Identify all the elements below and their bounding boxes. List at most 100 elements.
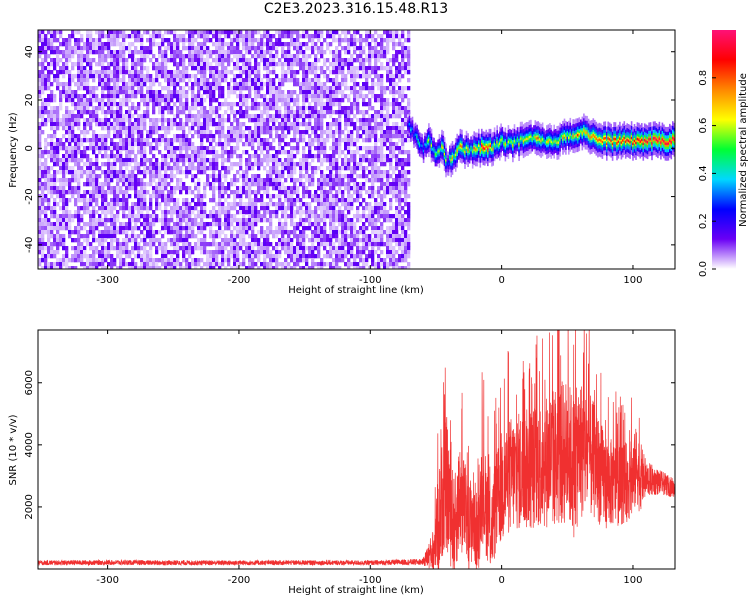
heatmap-cell (224, 142, 228, 147)
heatmap-cell (224, 34, 228, 39)
heatmap-cell (332, 138, 336, 143)
heatmap-cell (119, 246, 123, 251)
heatmap-cell (344, 202, 348, 207)
heatmap-cell (335, 170, 339, 175)
heatmap-cell (185, 262, 189, 267)
heatmap-cell (137, 82, 141, 87)
heatmap-cell (119, 90, 123, 95)
heatmap-cell (329, 42, 333, 47)
heatmap-cell (278, 82, 282, 87)
heatmap-cell (269, 46, 273, 51)
heatmap-cell (272, 258, 276, 263)
heatmap-cell (176, 218, 180, 223)
heatmap-cell (323, 62, 327, 67)
heatmap-cell (209, 210, 213, 215)
heatmap-cell (239, 202, 243, 207)
heatmap-cell (80, 34, 84, 39)
heatmap-cell (311, 166, 315, 171)
heatmap-cell (185, 170, 189, 175)
heatmap-cell (317, 262, 321, 267)
heatmap-cell (62, 90, 66, 95)
heatmap-cell (239, 198, 243, 203)
heatmap-cell (98, 134, 102, 139)
heatmap-cell (362, 66, 366, 71)
heatmap-cell (236, 34, 240, 39)
heatmap-cell (146, 130, 150, 135)
heatmap-cell (218, 230, 222, 235)
heatmap-cell (275, 102, 279, 107)
heatmap-cell (260, 126, 264, 131)
heatmap-cell (155, 118, 159, 123)
heatmap-cell (104, 42, 108, 47)
heatmap-cell (353, 46, 357, 51)
heatmap-cell (263, 186, 267, 191)
heatmap-cell (170, 118, 174, 123)
heatmap-cell (239, 114, 243, 119)
heatmap-cell (182, 234, 186, 239)
heatmap-cell (233, 234, 237, 239)
heatmap-cell (362, 250, 366, 255)
heatmap-cell (98, 98, 102, 103)
heatmap-cell (47, 230, 51, 235)
heatmap-cell (224, 78, 228, 83)
heatmap-cell (182, 218, 186, 223)
heatmap-cell (77, 138, 81, 143)
heatmap-cell (299, 254, 303, 259)
heatmap-cell (41, 174, 45, 179)
heatmap-cell (350, 246, 354, 251)
heatmap-cell (140, 150, 144, 155)
heatmap-cell (242, 250, 246, 255)
heatmap-cell (170, 110, 174, 115)
heatmap-cell (56, 218, 60, 223)
heatmap-cell (53, 134, 57, 139)
heatmap-cell (86, 206, 90, 211)
heatmap-cell (362, 182, 366, 187)
heatmap-cell (182, 242, 186, 247)
heatmap-cell (143, 258, 147, 263)
heatmap-cell (128, 182, 132, 187)
heatmap-cell (146, 226, 150, 231)
heatmap-cell (179, 50, 183, 55)
heatmap-cell (224, 214, 228, 219)
heatmap-cell (284, 50, 288, 55)
heatmap-cell (179, 210, 183, 215)
heatmap-cell (65, 254, 69, 259)
heatmap-cell (362, 114, 366, 119)
heatmap-cell (194, 262, 198, 267)
heatmap-cell (56, 70, 60, 75)
heatmap-cell (77, 122, 81, 127)
heatmap-cell (335, 258, 339, 263)
heatmap-cell (197, 110, 201, 115)
heatmap-cell (179, 246, 183, 251)
heatmap-cell (176, 238, 180, 243)
heatmap-cell (92, 46, 96, 51)
heatmap-cell (86, 222, 90, 227)
heatmap-cell (239, 138, 243, 143)
heatmap-cell (170, 178, 174, 183)
heatmap-cell (56, 230, 60, 235)
heatmap-cell (155, 190, 159, 195)
heatmap-cell (179, 94, 183, 99)
heatmap-cell (290, 190, 294, 195)
heatmap-cell (347, 166, 351, 171)
heatmap-cell (80, 78, 84, 83)
heatmap-cell (101, 218, 105, 223)
heatmap-cell (326, 158, 330, 163)
heatmap-cell (116, 122, 120, 127)
heatmap-cell (260, 182, 264, 187)
heatmap-cell (320, 94, 324, 99)
heatmap-cell (308, 246, 312, 251)
heatmap-cell (80, 250, 84, 255)
heatmap-cell (38, 242, 42, 247)
heatmap-cell (248, 34, 252, 39)
heatmap-cell (305, 190, 309, 195)
heatmap-cell (164, 50, 168, 55)
heatmap-cell (326, 122, 330, 127)
heatmap-cell (92, 38, 96, 43)
heatmap-cell (104, 82, 108, 87)
heatmap-cell (203, 242, 207, 247)
heatmap-cell (242, 182, 246, 187)
heatmap-cell (185, 190, 189, 195)
heatmap-cell (221, 122, 225, 127)
heatmap-cell (191, 218, 195, 223)
